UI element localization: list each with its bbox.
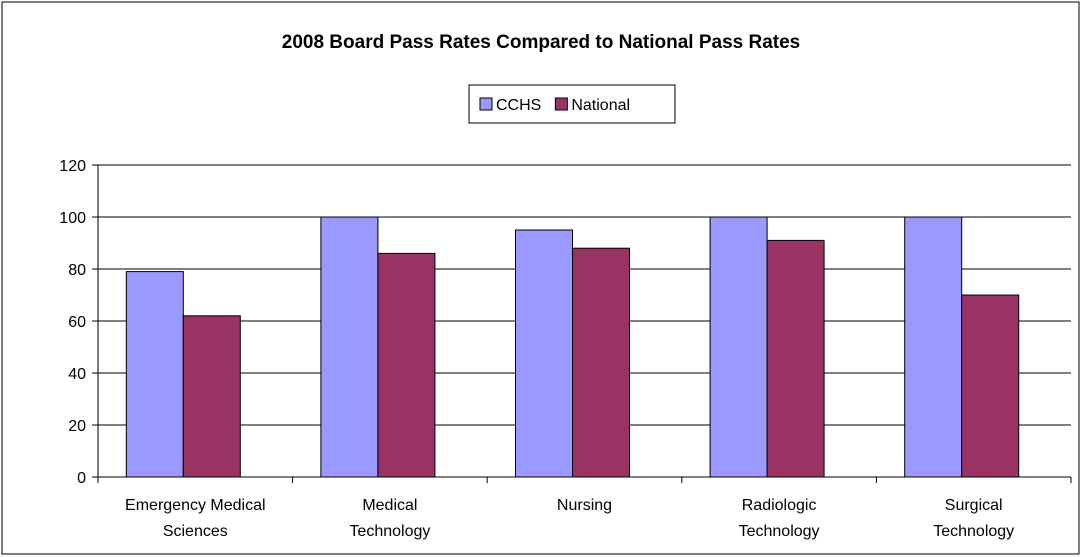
bar [961,294,1020,478]
x-tick-label: Radiologic Technology [739,497,820,540]
bar [904,216,963,478]
y-tick-label: 40 [68,366,86,383]
x-tick-label: Nursing [557,497,612,514]
bar [572,247,630,478]
bar [182,315,241,478]
legend-swatch [479,97,493,111]
bar [377,252,436,478]
y-tick-label: 100 [59,210,86,227]
y-tick-label: 120 [59,158,86,175]
legend-label: National [571,97,630,114]
bar [125,271,184,478]
x-tick-label: Medical Technology [349,497,430,540]
chart-title: 2008 Board Pass Rates Compared to Nation… [282,32,800,53]
legend-label: CCHS [496,97,541,114]
y-tick-label: 60 [68,314,86,331]
legend-box [468,84,676,124]
x-tick-label: Emergency Medical Sciences [125,497,266,540]
y-tick-label: 20 [68,418,86,435]
y-tick-label: 80 [68,262,86,279]
x-tick-label: Surgical Technology [933,497,1014,540]
bar [515,229,573,478]
y-tick-label: 0 [77,470,86,487]
bar [320,216,379,478]
bar [709,216,768,478]
bar [766,239,825,478]
legend-swatch [554,97,568,111]
